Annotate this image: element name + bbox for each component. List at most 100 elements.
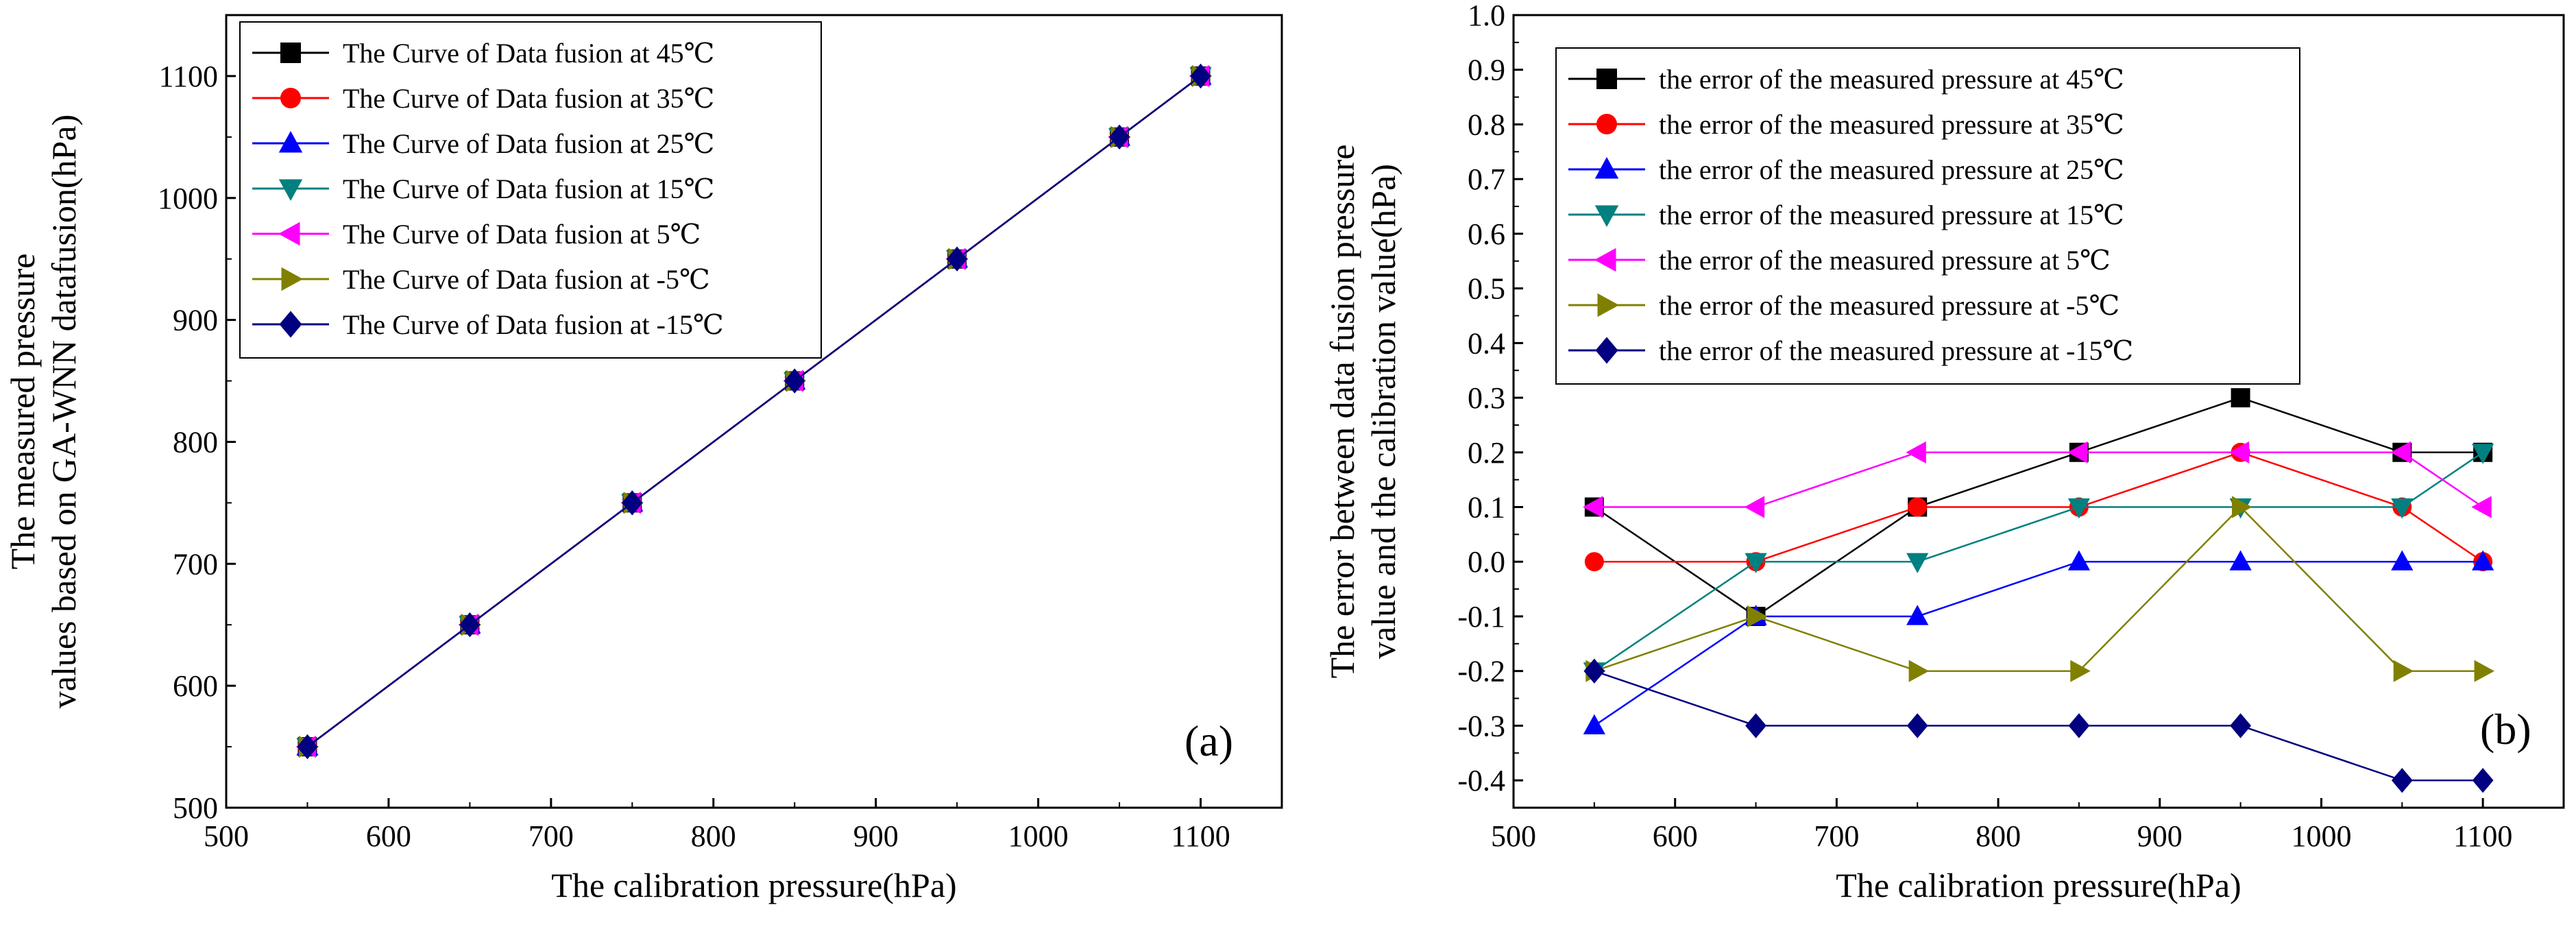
legend-swatch-marker: [1597, 293, 1619, 317]
data-point: [1583, 714, 1605, 735]
data-point: [2067, 441, 2088, 464]
legend: The Curve of Data fusion at 45℃ The Curve…: [239, 21, 822, 359]
data-point: [2391, 767, 2413, 793]
x-tick-label: 1000: [2291, 819, 2351, 853]
series-6: [1583, 658, 2494, 793]
chart-b: 500 600 700 800 900 1000 1100 -0.4 -0.3 -0.2 -0.1 0…: [1323, 0, 2565, 904]
data-point: [1906, 441, 1926, 464]
data-point: [1745, 713, 1766, 738]
legend-swatch-marker: [1594, 248, 1616, 272]
data-point: [1747, 605, 1768, 628]
y-tick-label: 0.8: [1468, 108, 1505, 141]
y-axis-label: values based on GA-WNN datafusion(hPa): [45, 115, 83, 708]
y-axis-label: value and the calibration value(hPa): [1364, 164, 1402, 659]
legend-swatch-marker: [280, 88, 301, 108]
legend-swatch-marker: [1596, 69, 1617, 89]
data-point: [2231, 388, 2250, 408]
data-point: [946, 246, 968, 272]
y-tick-label: 0.0: [1468, 545, 1505, 579]
data-point: [2068, 713, 2090, 738]
x-tick-label: 1100: [2453, 819, 2512, 853]
legend-entry: the error of the measured pressure at 25…: [1659, 154, 2124, 185]
series-line: [1594, 505, 2483, 672]
y-tick-label: 600: [173, 669, 218, 703]
legend-swatch-marker: [280, 43, 301, 63]
y-tick-label: 0.4: [1468, 326, 1505, 360]
y-tick-label: -0.4: [1457, 764, 1505, 797]
legend-swatch-marker: [1596, 114, 1617, 134]
y-tick-label: 1100: [159, 60, 218, 93]
legend-entry: The Curve of Data fusion at 45℃: [343, 38, 714, 69]
series-line: [1594, 670, 2483, 782]
x-tick-label: 900: [2137, 819, 2183, 853]
legend-entry: The Curve of Data fusion at -5℃: [343, 264, 710, 295]
legend-entry: the error of the measured pressure at 45…: [1659, 64, 2124, 95]
data-point: [1908, 660, 1930, 682]
x-tick-label: 700: [1814, 819, 1859, 853]
x-tick-label: 600: [1653, 819, 1698, 853]
data-point: [2229, 550, 2252, 570]
legend-swatch-marker: [279, 311, 302, 338]
data-point: [2390, 441, 2411, 464]
y-tick-label: 1000: [158, 182, 218, 215]
series-6: [297, 63, 1211, 760]
y-axis-label: The measured pressure: [3, 254, 42, 570]
legend-entry: The Curve of Data fusion at -15℃: [343, 309, 724, 340]
y-tick-label: 500: [173, 791, 218, 825]
data-point: [459, 612, 481, 638]
x-tick-label: 700: [528, 819, 574, 853]
data-point: [2391, 550, 2414, 570]
legend-entry: the error of the measured pressure at -5…: [1659, 290, 2119, 321]
legend: the error of the measured pressure at 45…: [1555, 47, 2300, 385]
y-tick-label: 900: [173, 304, 218, 337]
x-tick-label: 1000: [1008, 819, 1069, 853]
data-point: [2232, 496, 2252, 518]
legend-entry: the error of the measured pressure at 5℃: [1659, 245, 2111, 276]
y-axis-label: The error between data fusion pressure: [1323, 145, 1361, 679]
y-tick-label: 0.6: [1468, 217, 1505, 251]
panel-label: (b): [2480, 705, 2531, 754]
data-point: [783, 368, 805, 394]
data-point: [2471, 496, 2492, 518]
data-point: [2472, 444, 2494, 464]
data-point: [2067, 550, 2091, 570]
y-tick-label: 0.5: [1468, 272, 1505, 306]
y-tick-label: 0.7: [1468, 162, 1505, 196]
data-point: [1190, 63, 1211, 89]
data-point: [1584, 552, 1604, 572]
legend-entry: the error of the measured pressure at -1…: [1659, 335, 2133, 366]
data-point: [621, 490, 643, 516]
data-point: [2474, 660, 2494, 682]
legend-swatch-marker: [278, 221, 300, 246]
plot-frame: [1512, 14, 2565, 809]
data-point: [1744, 496, 1765, 518]
legend-swatch-marker: [1594, 205, 1619, 227]
legend-entry: The Curve of Data fusion at 35℃: [343, 83, 714, 114]
legend-swatch-marker: [281, 267, 303, 291]
legend-entry: The Curve of Data fusion at 5℃: [343, 219, 701, 250]
data-point: [1108, 124, 1130, 150]
legend-entry: the error of the measured pressure at 35…: [1659, 109, 2124, 140]
data-point: [2070, 660, 2091, 682]
x-tick-label: 500: [204, 819, 249, 853]
data-point: [297, 734, 318, 760]
legend-box: [239, 21, 822, 359]
plot-frame: [225, 14, 1283, 809]
legend-swatch-marker: [278, 131, 303, 153]
y-tick-label: 0.1: [1468, 491, 1505, 525]
x-axis-label: The calibration pressure(hPa): [551, 866, 956, 904]
data-point: [2472, 550, 2494, 570]
data-point: [1583, 496, 1603, 518]
legend-swatch-marker: [1594, 157, 1619, 179]
y-tick-label: 0.2: [1468, 436, 1505, 470]
x-tick-label: 800: [691, 819, 736, 853]
data-point: [2230, 713, 2252, 738]
y-tick-label: -0.2: [1457, 655, 1505, 688]
data-point: [1906, 713, 1928, 738]
y-tick-label: -0.3: [1457, 709, 1505, 743]
data-point: [2228, 441, 2250, 464]
y-tick-label: -0.1: [1457, 600, 1505, 634]
data-point: [1908, 497, 1928, 517]
x-tick-label: 500: [1491, 819, 1536, 853]
